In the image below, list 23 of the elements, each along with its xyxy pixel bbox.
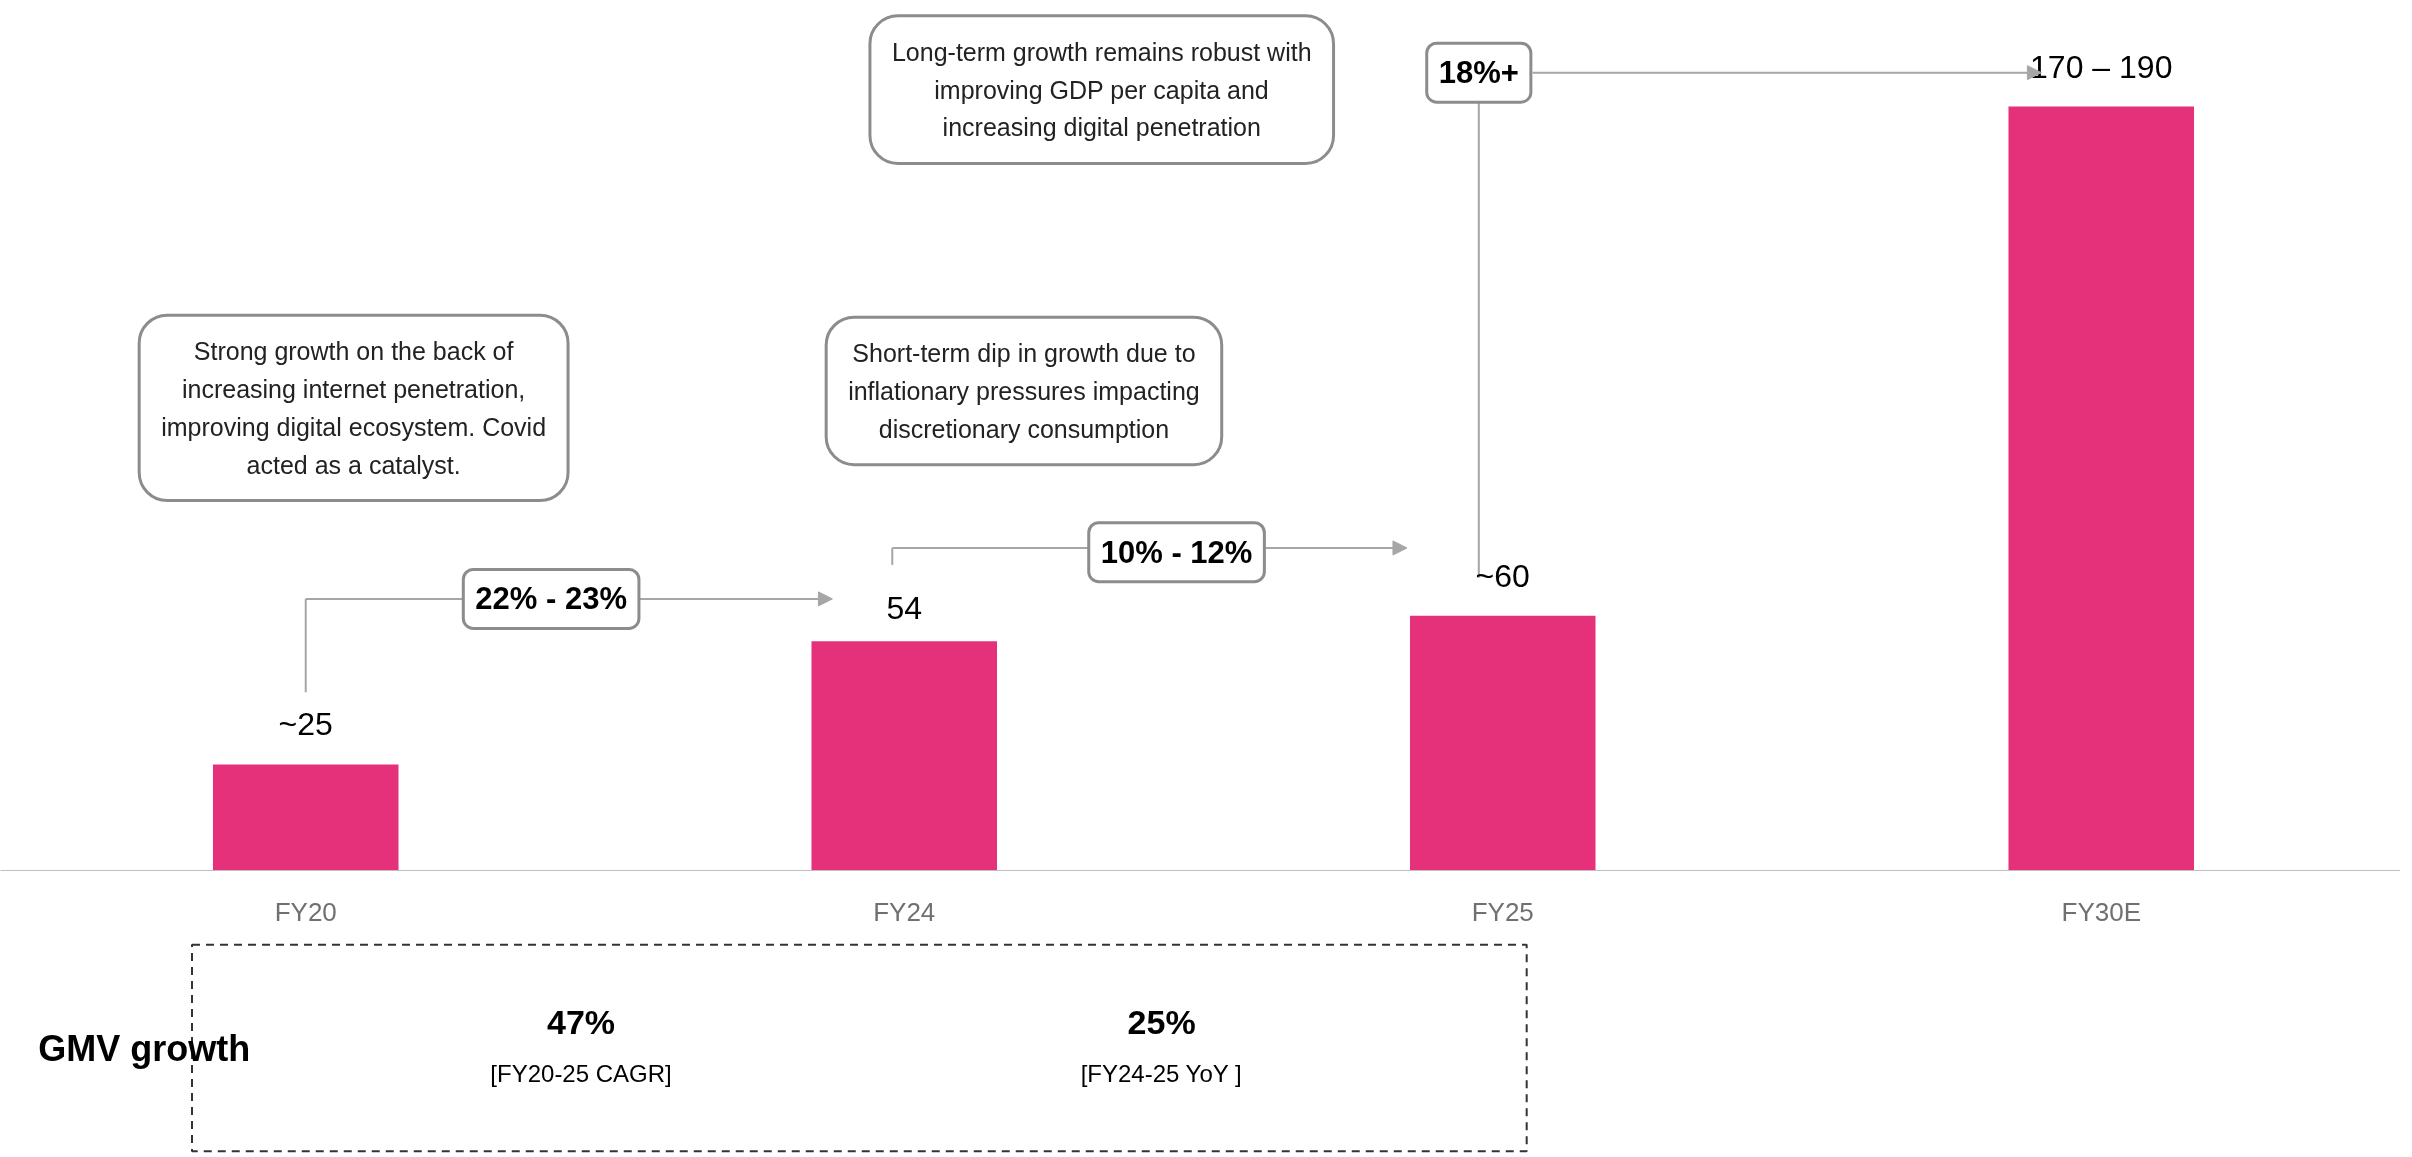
text: [FY20-25 CAGR] xyxy=(490,1060,672,1088)
text: GMV growth xyxy=(38,1027,251,1069)
annotation: 170 – 190 xyxy=(2030,48,2173,85)
text: 18%+ xyxy=(1438,55,1519,91)
data-label: ~60 xyxy=(1475,557,1530,594)
x-tick-label: FY20 xyxy=(274,896,337,927)
annotation: 22% - 23% xyxy=(475,581,627,617)
bar xyxy=(1409,615,1596,871)
data-label: 54 xyxy=(886,590,923,627)
bar xyxy=(212,764,399,871)
x-tick-label: FY30E xyxy=(2061,896,2142,927)
text: 25% xyxy=(1127,1003,1196,1042)
annotation: Long-term growth remains robust with improving GDP per capita and increasing digital penetration xyxy=(891,37,1312,142)
annotation: Short-term dip in growth due to inflationary pressures impacting discretionary consumption xyxy=(848,339,1200,443)
annotation: 10% - 12% xyxy=(1100,534,1253,570)
text: 47% xyxy=(547,1003,616,1042)
bar xyxy=(2008,106,2195,871)
x-tick-label: FY24 xyxy=(873,896,936,927)
annotation: Strong growth on the back of increasing internet penetration, improving digital ecosystem. Covid acted as a catalyst. xyxy=(161,337,547,479)
x-tick-label: FY25 xyxy=(1471,896,1534,927)
data-label: ~25 xyxy=(278,706,333,743)
bar xyxy=(811,641,998,871)
text: [FY24-25 YoY ] xyxy=(1080,1060,1242,1088)
